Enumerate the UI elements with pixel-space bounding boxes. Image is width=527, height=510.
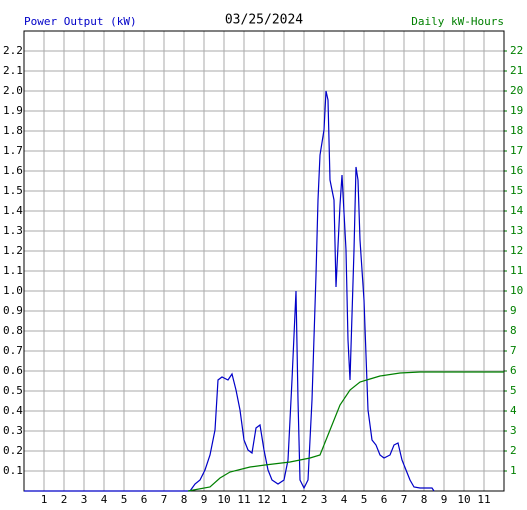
y-tick-label: 1.4	[3, 204, 23, 217]
y2-tick-label: 18	[510, 124, 523, 137]
y-tick-label: 1.7	[3, 144, 23, 157]
y-tick-label: 0.2	[3, 444, 23, 457]
x-tick-label: 1	[41, 493, 48, 506]
x-tick-label: 8	[181, 493, 188, 506]
y-tick-label: 1.2	[3, 244, 23, 257]
x-tick-label: 9	[201, 493, 208, 506]
chart-title: 03/25/2024	[225, 13, 303, 28]
y-tick-label: 0.8	[3, 324, 23, 337]
y-tick-label: 1.5	[3, 184, 23, 197]
y2-tick-label: 11	[510, 264, 523, 277]
y2-tick-label: 14	[510, 204, 524, 217]
x-tick-label: 2	[61, 493, 68, 506]
y-tick-label: 2.2	[3, 44, 23, 57]
series-line	[24, 90, 435, 492]
x-tick-label: 11	[477, 493, 490, 506]
y2-tick-label: 7	[510, 344, 517, 357]
y-tick-label: 1.1	[3, 264, 23, 277]
y2-tick-label: 17	[510, 144, 523, 157]
y2-tick-label: 13	[510, 224, 523, 237]
series-line	[187, 371, 504, 492]
x-tick-label: 7	[401, 493, 408, 506]
x-tick-label: 6	[141, 493, 148, 506]
x-tick-label: 3	[321, 493, 328, 506]
x-tick-label: 3	[81, 493, 88, 506]
y-tick-label: 1.0	[3, 284, 23, 297]
y2-tick-label: 15	[510, 184, 523, 197]
y-tick-label: 2.1	[3, 64, 23, 77]
y-tick-label: 0.1	[3, 464, 23, 477]
x-tick-label: 1	[281, 493, 288, 506]
y-axis-title: Power Output (kW)	[24, 15, 137, 28]
x-tick-label: 11	[237, 493, 250, 506]
x-tick-label: 5	[361, 493, 368, 506]
y-tick-label: 0.6	[3, 364, 23, 377]
plot-border	[23, 30, 505, 492]
y2-tick-label: 9	[510, 304, 517, 317]
y2-tick-label: 5	[510, 384, 517, 397]
x-tick-label: 4	[341, 493, 348, 506]
x-tick-label: 4	[101, 493, 108, 506]
y2-tick-label: 21	[510, 64, 523, 77]
y2-tick-label: 16	[510, 164, 523, 177]
y-tick-label: 0.4	[3, 404, 23, 417]
y2-tick-label: 1	[510, 464, 517, 477]
y-tick-label: 0.9	[3, 304, 23, 317]
y-tick-label: 1.8	[3, 124, 23, 137]
y-tick-label: 0.7	[3, 344, 23, 357]
x-tick-label: 7	[161, 493, 168, 506]
y-tick-label: 1.6	[3, 164, 23, 177]
x-tick-label: 5	[121, 493, 128, 506]
y2-tick-label: 2	[510, 444, 517, 457]
x-tick-label: 10	[217, 493, 230, 506]
x-tick-label: 6	[381, 493, 388, 506]
y-tick-label: 0.5	[3, 384, 23, 397]
x-tick-label: 12	[257, 493, 270, 506]
x-tick-label: 9	[441, 493, 448, 506]
y2-tick-label: 6	[510, 364, 517, 377]
y2-tick-label: 8	[510, 324, 517, 337]
y2-tick-label: 22	[510, 44, 523, 57]
y2-axis-title: Daily kW-Hours	[411, 15, 504, 28]
y-tick-label: 1.9	[3, 104, 23, 117]
x-tick-label: 8	[421, 493, 428, 506]
y2-tick-label: 4	[510, 404, 517, 417]
y-tick-label: 0.3	[3, 424, 23, 437]
y-tick-label: 1.3	[3, 224, 23, 237]
y2-tick-label: 20	[510, 84, 523, 97]
x-tick-label: 2	[301, 493, 308, 506]
y2-tick-label: 12	[510, 244, 523, 257]
y-tick-label: 2.0	[3, 84, 23, 97]
y2-tick-label: 10	[510, 284, 523, 297]
y2-tick-label: 3	[510, 424, 517, 437]
x-tick-label: 10	[457, 493, 470, 506]
y2-tick-label: 19	[510, 104, 523, 117]
